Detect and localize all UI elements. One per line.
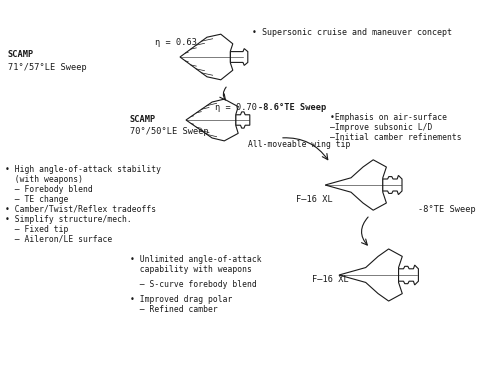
Text: All-moveable wing tip: All-moveable wing tip — [248, 140, 350, 149]
Text: — Forebody blend: — Forebody blend — [5, 185, 93, 194]
Text: •Emphasis on air-surface: •Emphasis on air-surface — [330, 113, 447, 122]
Text: 71°/57°LE Sweep: 71°/57°LE Sweep — [8, 63, 87, 72]
Text: SCAMP: SCAMP — [8, 50, 34, 59]
Text: (with weapons): (with weapons) — [5, 175, 83, 184]
Text: • Simplify structure/mech.: • Simplify structure/mech. — [5, 215, 132, 224]
Text: • High angle-of-attack stability: • High angle-of-attack stability — [5, 165, 161, 174]
Text: η = 0.70: η = 0.70 — [215, 103, 257, 112]
Text: • Camber/Twist/Reflex tradeoffs: • Camber/Twist/Reflex tradeoffs — [5, 205, 156, 214]
Text: • Improved drag polar: • Improved drag polar — [130, 295, 232, 304]
Polygon shape — [236, 112, 250, 128]
Polygon shape — [180, 34, 233, 80]
Text: –Improve subsonic L/D: –Improve subsonic L/D — [330, 123, 432, 132]
Text: –Initial camber refinements: –Initial camber refinements — [330, 133, 462, 142]
Text: SCAMP: SCAMP — [130, 115, 156, 124]
Text: 70°/50°LE Sweep: 70°/50°LE Sweep — [130, 127, 209, 136]
Text: — TE change: — TE change — [5, 195, 68, 204]
Polygon shape — [398, 265, 418, 285]
Text: — S-curve forebody blend: — S-curve forebody blend — [130, 280, 257, 289]
Polygon shape — [383, 175, 402, 195]
Text: — Aileron/LE surface: — Aileron/LE surface — [5, 235, 112, 244]
Text: — Fixed tip: — Fixed tip — [5, 225, 68, 234]
Text: -8°TE Sweep: -8°TE Sweep — [418, 205, 476, 214]
Polygon shape — [325, 160, 386, 210]
Text: capability with weapons: capability with weapons — [130, 265, 252, 274]
Text: η = 0.63: η = 0.63 — [155, 38, 197, 47]
Text: F–16 XL: F–16 XL — [312, 275, 349, 284]
Polygon shape — [339, 249, 402, 301]
Polygon shape — [186, 99, 238, 141]
Text: — Refined camber: — Refined camber — [130, 305, 218, 314]
Text: • Unlimited angle-of-attack: • Unlimited angle-of-attack — [130, 255, 262, 264]
Text: F–16 XL: F–16 XL — [296, 195, 333, 204]
Text: -8.6°TE Sweep: -8.6°TE Sweep — [258, 103, 326, 112]
Polygon shape — [230, 48, 248, 65]
Text: • Supersonic cruise and maneuver concept: • Supersonic cruise and maneuver concept — [252, 28, 452, 37]
